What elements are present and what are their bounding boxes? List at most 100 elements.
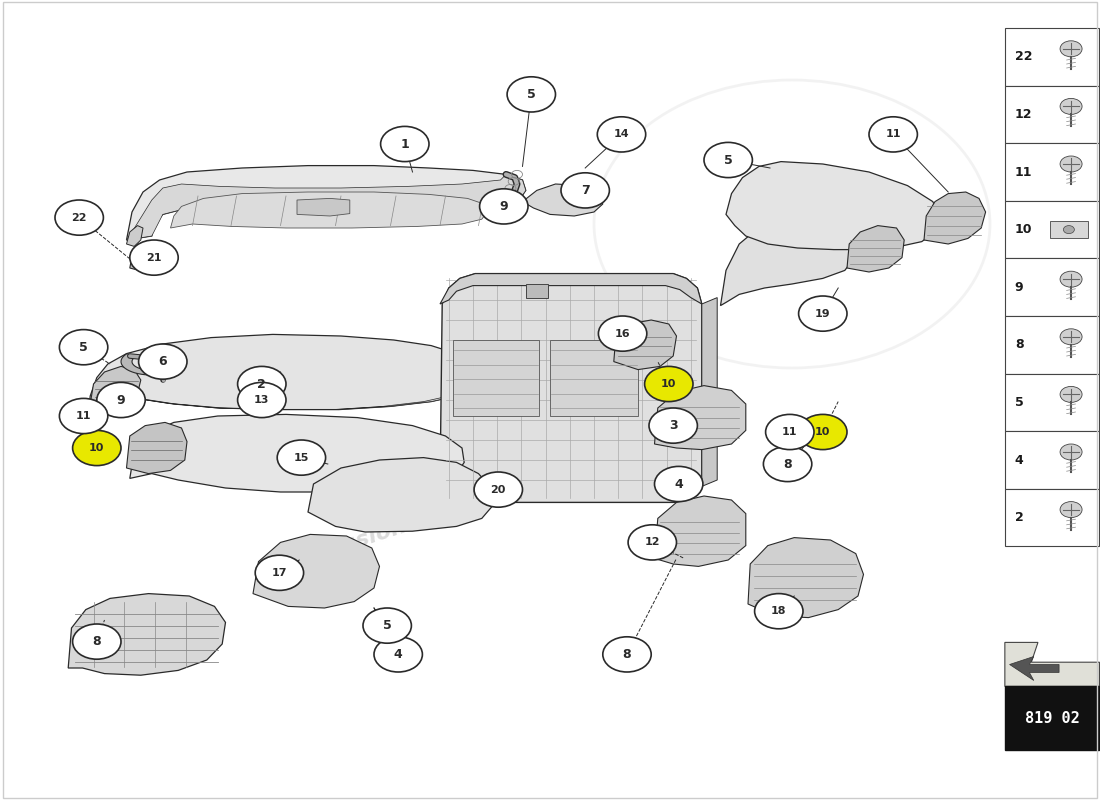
Polygon shape <box>88 334 471 418</box>
Circle shape <box>869 117 917 152</box>
Text: 5: 5 <box>79 341 88 354</box>
Polygon shape <box>90 366 141 404</box>
Text: 9: 9 <box>499 200 508 213</box>
Polygon shape <box>654 386 746 450</box>
Text: 9: 9 <box>1014 281 1023 294</box>
Circle shape <box>255 555 304 590</box>
Circle shape <box>1060 98 1082 114</box>
Text: 4: 4 <box>674 478 683 490</box>
Circle shape <box>799 414 847 450</box>
Circle shape <box>97 382 145 418</box>
Text: 12: 12 <box>645 538 660 547</box>
Circle shape <box>645 366 693 402</box>
Circle shape <box>381 126 429 162</box>
Text: 8: 8 <box>1014 338 1023 351</box>
Polygon shape <box>68 594 226 675</box>
Text: 6: 6 <box>158 355 167 368</box>
Polygon shape <box>130 414 464 492</box>
Circle shape <box>598 316 647 351</box>
Polygon shape <box>522 184 603 216</box>
Text: 11: 11 <box>1014 166 1032 178</box>
Text: 10: 10 <box>89 443 104 453</box>
Text: 12: 12 <box>1014 108 1032 121</box>
Circle shape <box>277 440 326 475</box>
FancyBboxPatch shape <box>1005 316 1100 374</box>
FancyBboxPatch shape <box>1005 489 1100 546</box>
Circle shape <box>139 344 187 379</box>
Polygon shape <box>170 192 487 228</box>
Text: 5: 5 <box>724 154 733 166</box>
Circle shape <box>755 594 803 629</box>
Circle shape <box>799 296 847 331</box>
Text: 15: 15 <box>294 453 309 462</box>
Polygon shape <box>748 538 864 618</box>
Circle shape <box>1060 502 1082 518</box>
Polygon shape <box>121 354 152 375</box>
Text: 9: 9 <box>117 394 125 406</box>
Text: 16: 16 <box>615 329 630 338</box>
Text: 19: 19 <box>815 309 830 318</box>
Polygon shape <box>253 534 379 608</box>
Circle shape <box>597 117 646 152</box>
Text: a passion for parts since 1985: a passion for parts since 1985 <box>290 436 656 572</box>
Circle shape <box>763 446 812 482</box>
Text: 21: 21 <box>146 253 162 262</box>
Text: 14: 14 <box>614 130 629 139</box>
Circle shape <box>704 142 752 178</box>
Text: 10: 10 <box>661 379 676 389</box>
Circle shape <box>603 637 651 672</box>
Circle shape <box>59 330 108 365</box>
Polygon shape <box>440 274 702 304</box>
Circle shape <box>363 608 411 643</box>
Circle shape <box>238 382 286 418</box>
Text: 11: 11 <box>76 411 91 421</box>
Polygon shape <box>726 162 940 250</box>
Polygon shape <box>453 340 539 416</box>
Text: 11: 11 <box>886 130 901 139</box>
FancyBboxPatch shape <box>1005 201 1100 258</box>
Text: 18: 18 <box>771 606 786 616</box>
Circle shape <box>474 472 522 507</box>
Polygon shape <box>1005 642 1100 686</box>
Polygon shape <box>126 166 526 240</box>
Circle shape <box>374 637 422 672</box>
Text: 2: 2 <box>257 378 266 390</box>
Polygon shape <box>847 226 904 272</box>
Polygon shape <box>308 458 493 532</box>
Circle shape <box>507 77 556 112</box>
Text: 22: 22 <box>72 213 87 222</box>
Circle shape <box>628 525 676 560</box>
Text: 8: 8 <box>783 458 792 470</box>
Circle shape <box>1060 444 1082 460</box>
Text: 1: 1 <box>400 138 409 150</box>
Text: 17: 17 <box>272 568 287 578</box>
Polygon shape <box>88 376 471 420</box>
Circle shape <box>654 466 703 502</box>
Text: 5: 5 <box>1014 396 1023 409</box>
Circle shape <box>1060 41 1082 57</box>
Polygon shape <box>550 340 638 416</box>
Polygon shape <box>1010 657 1059 681</box>
Text: 13: 13 <box>254 395 270 405</box>
FancyBboxPatch shape <box>1005 143 1100 201</box>
Polygon shape <box>720 216 856 306</box>
Text: 7: 7 <box>581 184 590 197</box>
FancyBboxPatch shape <box>1005 686 1100 750</box>
Polygon shape <box>126 226 143 246</box>
Polygon shape <box>924 192 986 244</box>
Circle shape <box>238 366 286 402</box>
Text: 10: 10 <box>815 427 830 437</box>
Text: 819 02: 819 02 <box>1025 711 1079 726</box>
Circle shape <box>1064 226 1075 234</box>
Text: 8: 8 <box>623 648 631 661</box>
FancyBboxPatch shape <box>1005 374 1100 431</box>
Circle shape <box>766 414 814 450</box>
Polygon shape <box>654 496 746 566</box>
Polygon shape <box>297 198 350 216</box>
Polygon shape <box>526 284 548 298</box>
FancyBboxPatch shape <box>1005 28 1100 86</box>
FancyBboxPatch shape <box>1005 431 1100 489</box>
Circle shape <box>1060 156 1082 172</box>
Polygon shape <box>126 422 187 474</box>
Circle shape <box>1060 329 1082 345</box>
